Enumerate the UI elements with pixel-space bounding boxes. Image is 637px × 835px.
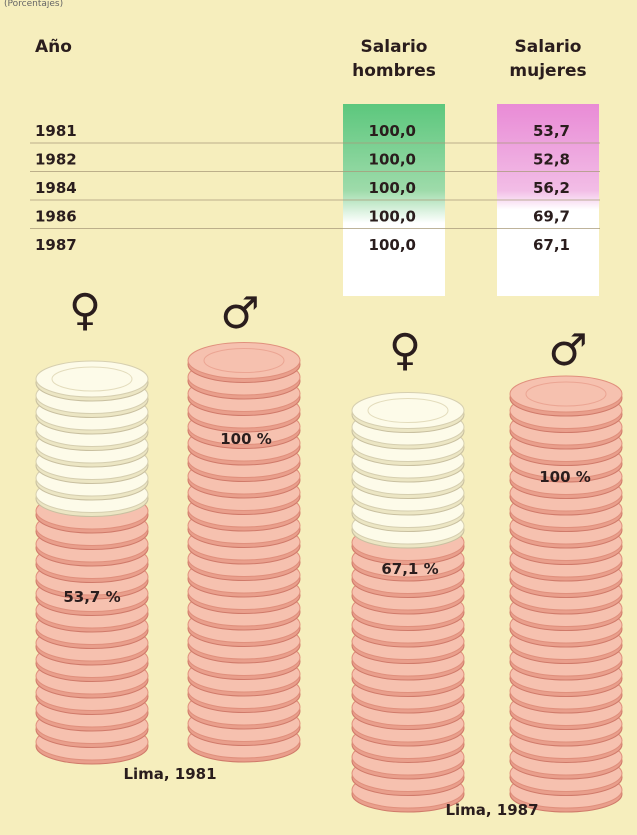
infographic: (Porcentajes) Año Salario hombres Salario mu… xyxy=(0,0,637,835)
column-header: Salario xyxy=(515,37,582,57)
table-cell: 1982 xyxy=(35,151,77,169)
stack-label: 100 % xyxy=(539,468,591,486)
column-header: hombres xyxy=(352,61,436,81)
table-cell: 100,0 xyxy=(369,122,416,140)
stack-label: 67,1 % xyxy=(381,560,438,578)
table-cell: 100,0 xyxy=(369,236,416,254)
caption: (Porcentajes) xyxy=(4,0,63,9)
coin xyxy=(352,393,464,429)
column-header: Año xyxy=(35,37,72,57)
gender-symbol: ♀ xyxy=(69,285,101,336)
stack-label: 53,7 % xyxy=(63,588,120,606)
coin xyxy=(36,361,148,397)
stack-label: 100 % xyxy=(220,430,272,448)
column-header: mujeres xyxy=(509,61,586,81)
table-cell: 100,0 xyxy=(369,208,416,226)
table-cell: 56,2 xyxy=(533,179,570,197)
stack-caption: Lima, 1981 xyxy=(123,765,216,783)
table-cell: 100,0 xyxy=(369,151,416,169)
table-cell: 1987 xyxy=(35,236,77,254)
table-cell: 100,0 xyxy=(369,179,416,197)
coin xyxy=(188,343,300,379)
stack-caption: Lima, 1987 xyxy=(445,801,538,819)
table-cell: 1984 xyxy=(35,179,77,197)
coin xyxy=(510,376,622,412)
table-cell: 67,1 xyxy=(533,236,570,254)
gender-symbol: ♂ xyxy=(548,325,587,376)
table-cell: 1981 xyxy=(35,122,77,140)
column-header: Salario xyxy=(361,37,428,57)
table-cell: 69,7 xyxy=(533,208,570,226)
table-cell: 53,7 xyxy=(533,122,570,140)
gender-symbol: ♂ xyxy=(220,288,259,339)
table-cell: 1986 xyxy=(35,208,77,226)
gender-symbol: ♀ xyxy=(389,325,421,376)
coin-stacks: ♀ 53,7 % ♂ 100 % ♀ 67,1 % ♂ 100 % xyxy=(36,285,622,812)
table-cell: 52,8 xyxy=(533,151,570,169)
